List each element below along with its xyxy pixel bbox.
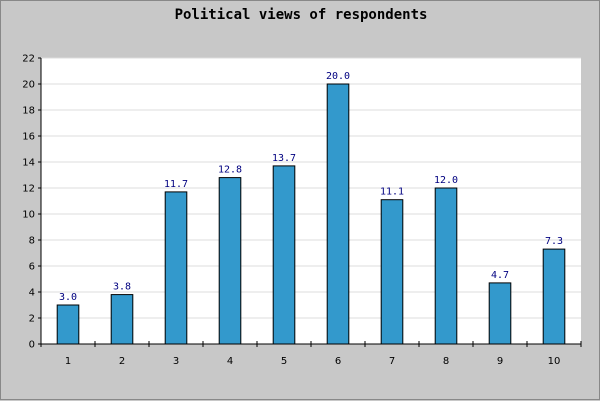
value-label-9: 4.7 <box>491 270 509 281</box>
bar-2 <box>110 294 134 345</box>
bar-3 <box>164 191 188 345</box>
y-tick-label: 0 <box>29 340 35 351</box>
value-label-2: 3.8 <box>113 282 131 293</box>
x-tick-label: 5 <box>281 356 287 367</box>
labels: 0 2 4 6 8 10 12 14 16 18 20 22 3.0 1 3.8 2 11.7 3 12.8 4 13.… <box>22 54 563 368</box>
value-label-1: 3.0 <box>59 292 77 303</box>
x-tick-label: 10 <box>548 356 561 367</box>
grid-lines <box>41 57 581 319</box>
x-tick-label: 4 <box>227 356 233 367</box>
y-tick-label: 16 <box>22 132 35 143</box>
value-label-10: 7.3 <box>545 236 563 247</box>
x-tick-label: 6 <box>335 356 341 367</box>
value-label-3: 11.7 <box>164 179 188 190</box>
bar-8 <box>434 187 458 345</box>
x-tick-label: 9 <box>497 356 503 367</box>
value-label-7: 11.1 <box>380 187 404 198</box>
x-tick-label: 2 <box>119 356 125 367</box>
y-tick-label: 14 <box>22 158 35 169</box>
y-tick-label: 8 <box>29 236 35 247</box>
axes <box>38 57 582 347</box>
y-tick-label: 12 <box>22 184 35 195</box>
value-label-8: 12.0 <box>434 175 458 186</box>
x-tick-label: 1 <box>65 356 71 367</box>
y-tick-label: 18 <box>22 106 35 117</box>
value-label-5: 13.7 <box>272 153 296 164</box>
y-tick-label: 4 <box>29 288 35 299</box>
y-tick-label: 10 <box>22 210 35 221</box>
x-tick-label: 8 <box>443 356 449 367</box>
value-label-4: 12.8 <box>218 165 242 176</box>
bar-1 <box>56 304 80 345</box>
chart-title: Political views of respondents <box>175 7 428 23</box>
bar-6 <box>326 83 350 345</box>
bar-10 <box>542 248 566 345</box>
value-label-6: 20.0 <box>326 71 350 82</box>
y-tick-label: 22 <box>22 54 35 65</box>
x-tick-label: 3 <box>173 356 179 367</box>
bar-9 <box>488 282 512 345</box>
bar-5 <box>272 165 296 345</box>
y-tick-label: 20 <box>22 80 35 91</box>
x-tick-label: 7 <box>389 356 395 367</box>
y-tick-label: 6 <box>29 262 35 273</box>
bar-4 <box>218 177 242 345</box>
y-tick-label: 2 <box>29 314 35 325</box>
bar-7 <box>380 199 404 345</box>
